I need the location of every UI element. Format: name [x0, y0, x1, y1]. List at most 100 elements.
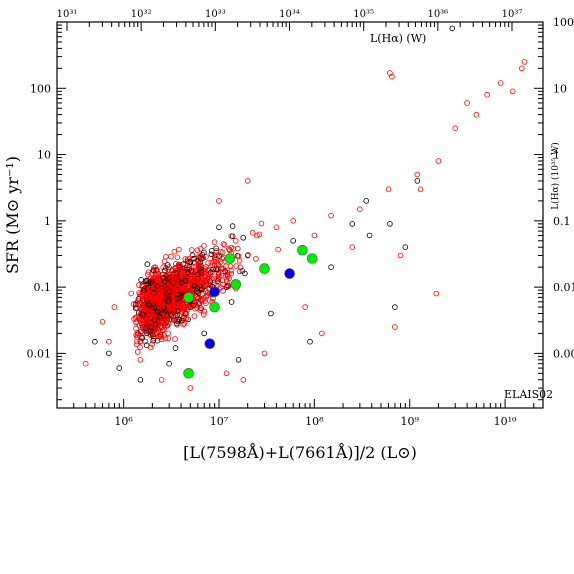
scatter-point	[160, 264, 167, 270]
scatter-point	[417, 186, 424, 193]
highlight-point	[259, 263, 270, 274]
scatter-point	[134, 330, 141, 336]
scatter-point	[142, 328, 149, 335]
scatter-point	[199, 278, 205, 285]
scatter-point	[163, 287, 169, 294]
scatter-point	[165, 321, 172, 327]
right-axis-title: L(Hα) (10³⁵ W)	[550, 142, 561, 210]
scatter-point	[497, 80, 504, 86]
scatter-point	[187, 275, 194, 281]
scatter-point	[145, 320, 151, 327]
scatter-point	[187, 385, 194, 391]
y-tick-label: 10	[37, 149, 51, 162]
scatter-point	[145, 313, 152, 320]
scatter-point	[150, 327, 157, 334]
scatter-point	[136, 282, 142, 288]
scatter-point	[387, 221, 393, 227]
scatter-point	[223, 370, 230, 377]
scatter-point	[196, 263, 203, 270]
top-tick-label: 10³⁵	[353, 9, 374, 20]
scatter-point	[139, 283, 146, 290]
scatter-point	[194, 247, 201, 254]
scatter-point	[254, 232, 260, 239]
scatter-point	[144, 277, 150, 284]
scatter-point	[116, 365, 123, 371]
scatter-point	[145, 300, 152, 307]
scatter-point	[258, 220, 265, 227]
highlight-point	[230, 279, 242, 290]
scatter-point	[184, 272, 191, 278]
scatter-point	[128, 290, 135, 297]
scatter-point	[163, 314, 169, 320]
scatter-point	[106, 350, 112, 357]
scatter-point	[224, 278, 230, 285]
scatter-point	[99, 318, 106, 325]
scatter-point	[236, 257, 243, 264]
scatter-point	[137, 376, 144, 383]
x-tick-label: 10⁶	[114, 415, 133, 428]
scatter-point	[163, 265, 169, 271]
scatter-point	[159, 271, 165, 278]
scatter-point	[414, 178, 421, 184]
scatter-point	[174, 254, 181, 261]
scatter-point	[157, 332, 164, 339]
scatter-point	[175, 295, 181, 302]
right-tick-label: 1	[553, 149, 560, 162]
scatter-point	[162, 335, 169, 342]
scatter-point	[207, 271, 214, 278]
right-tick-label: 0.1	[553, 215, 571, 228]
scatter-point	[392, 324, 398, 330]
scatter-point	[240, 235, 247, 241]
x-tick-label: 10¹⁰	[494, 415, 517, 428]
scatter-point	[185, 283, 191, 289]
scatter-point	[156, 303, 162, 309]
scatter-point	[172, 345, 179, 351]
scatter-point	[147, 344, 154, 351]
scatter-point	[180, 321, 186, 328]
scatter-point	[307, 338, 313, 345]
scatter-point	[147, 291, 154, 298]
scatter-point	[164, 322, 171, 329]
scatter-point	[201, 308, 208, 315]
scatter-point	[177, 296, 184, 303]
top-tick-label: 10³⁶	[427, 9, 448, 20]
top-axis-title: L(Hα) (W)	[370, 32, 426, 45]
top-tick-label: 10³²	[131, 9, 152, 20]
scatter-point	[414, 171, 421, 178]
scatter-point	[192, 282, 198, 289]
x-tick-label: 10⁹	[400, 415, 419, 428]
scatter-point	[150, 267, 157, 274]
scatter-point	[162, 267, 168, 274]
scatter-point	[150, 295, 157, 302]
scatter-point	[213, 245, 219, 252]
scatter-point	[473, 111, 480, 118]
scatter-point	[220, 288, 226, 294]
scatter-point	[213, 248, 220, 254]
scatter-point	[179, 279, 185, 286]
scatter-point	[161, 332, 167, 339]
scatter-point	[233, 263, 240, 269]
highlight-point	[204, 338, 216, 350]
y-tick-label: 100	[30, 82, 51, 95]
scatter-point	[191, 313, 198, 320]
scatter-point	[184, 256, 191, 263]
scatter-point	[435, 158, 442, 164]
scatter-point	[228, 299, 235, 305]
tick-labels-layer: 10⁶ 10⁷ 10⁸ 10⁹ 10¹⁰ 0.01 0.1 1 10 100 10³¹ 10³² 10³…	[27, 9, 574, 428]
highlight-point	[183, 367, 194, 379]
scatter-point	[139, 334, 146, 341]
scatter-point	[196, 272, 203, 278]
scatter-point	[133, 341, 140, 348]
scatter-point	[181, 273, 187, 280]
scatter-point	[397, 252, 404, 259]
scatter-point	[200, 277, 206, 284]
right-tick-label: 0.001	[553, 347, 574, 360]
scatter-point	[161, 258, 168, 265]
highlight-point	[306, 253, 318, 264]
scatter-point	[137, 356, 144, 363]
scatter-point	[137, 344, 143, 351]
scatter-point	[240, 376, 247, 383]
right-tick-label: 10	[553, 82, 567, 95]
scatter-point	[139, 321, 145, 327]
